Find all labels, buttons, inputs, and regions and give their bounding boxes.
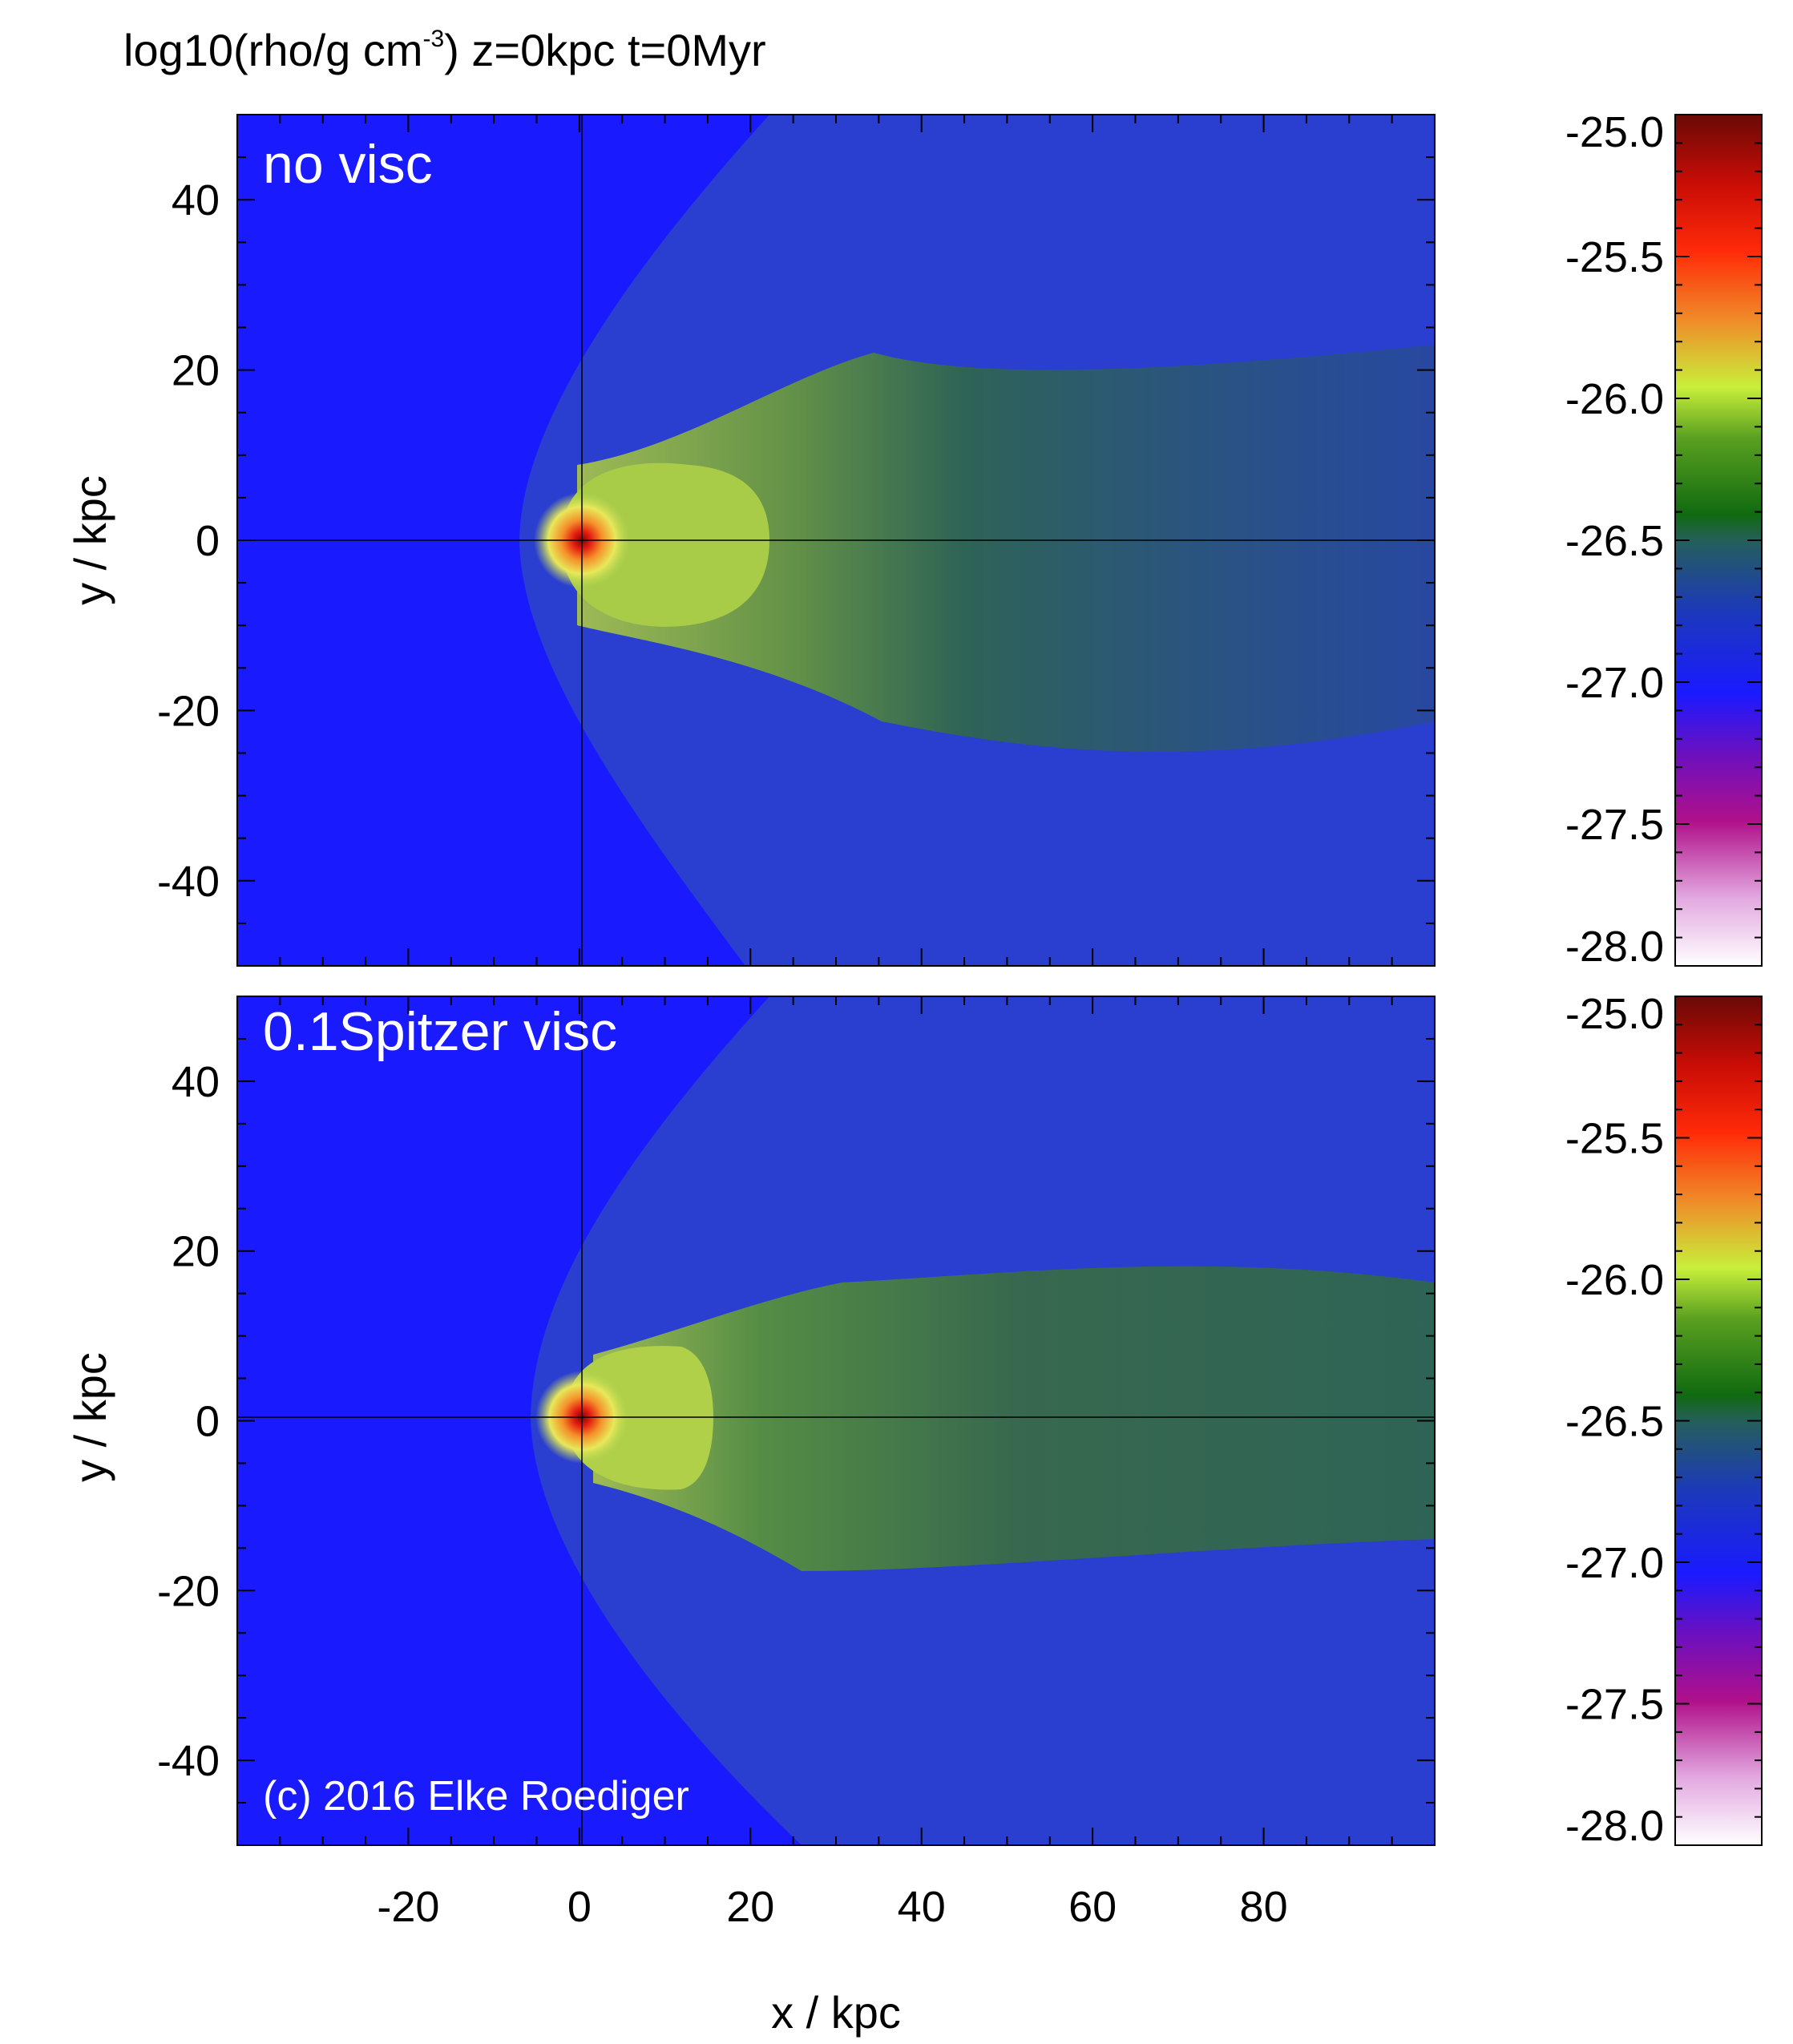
panel-bottom: 0.1Spitzer visc (c) 2016 Elke Roediger y… — [65, 996, 1436, 2038]
colorbar-tick-label: -26.0 — [1565, 1256, 1664, 1304]
colorbar-tick-label: -26.5 — [1565, 1398, 1664, 1446]
panel-top-xticks — [279, 115, 1393, 966]
ytick-label: -40 — [157, 1737, 220, 1785]
ytick-label: 0 — [196, 1398, 220, 1446]
colorbar-tick-label: -28.0 — [1565, 923, 1664, 971]
panel-top-yticks: 40 20 0 -20 -40 — [157, 156, 1435, 924]
colorbar-top: -25.0 -25.5 -26.0 -26.5 -27.0 -27.5 -28.0 — [1565, 108, 1763, 971]
xtick-label: 20 — [726, 1883, 774, 1931]
xtick-label: 0 — [567, 1883, 592, 1931]
colorbar-tick-label: -25.5 — [1565, 233, 1664, 281]
colorbar-tick-label: -25.5 — [1565, 1115, 1664, 1163]
colorbar-tick-label: -28.0 — [1565, 1802, 1664, 1850]
ytick-label: 0 — [196, 517, 220, 565]
xtick-label: -20 — [377, 1883, 439, 1931]
colorbar-tick-label: -27.5 — [1565, 801, 1664, 849]
ytick-label: -20 — [157, 687, 220, 735]
ytick-label: -20 — [157, 1567, 220, 1615]
panel-bottom-image — [237, 996, 1435, 1845]
panel-bottom-ylabel: y / kpc — [65, 1352, 115, 1482]
ytick-label: 20 — [172, 347, 220, 395]
colorbar-tick-label: -27.0 — [1565, 659, 1664, 707]
ytick-label: -40 — [157, 858, 220, 906]
panel-top: no visc y / kpc 40 20 0 -20 -40 — [65, 114, 1436, 967]
panel-top-label: no visc — [263, 134, 433, 195]
xtick-label: 60 — [1068, 1883, 1117, 1931]
figure-title: log10(rho/g cm-3) z=0kpc t=0Myr — [123, 25, 766, 75]
colorbar-top-ticks: -25.0 -25.5 -26.0 -26.5 -27.0 -27.5 -28.0 — [1565, 108, 1762, 971]
xtick-label: 40 — [898, 1883, 946, 1931]
panel-top-tail — [577, 345, 1435, 752]
panel-bottom-label: 0.1Spitzer visc — [263, 1001, 617, 1062]
xtick-label: 80 — [1240, 1883, 1288, 1931]
panel-top-ylabel: y / kpc — [65, 475, 115, 605]
colorbar-tick-label: -25.0 — [1565, 108, 1664, 156]
colorbar-tick-label: -25.0 — [1565, 990, 1664, 1038]
ytick-label: 20 — [172, 1228, 220, 1276]
panel-bottom-xticks: -20 0 20 40 60 80 — [279, 996, 1393, 1931]
panel-bottom-xlabel: x / kpc — [771, 1987, 901, 2038]
ytick-label: 40 — [172, 1058, 220, 1106]
colorbar-bottom: -25.0 -25.5 -26.0 -26.5 -27.0 -27.5 -28.0 — [1565, 990, 1763, 1850]
ytick-label: 40 — [172, 176, 220, 224]
colorbar-tick-label: -26.5 — [1565, 517, 1664, 565]
colorbar-bottom-ticks: -25.0 -25.5 -26.0 -26.5 -27.0 -27.5 -28.0 — [1565, 990, 1762, 1850]
panel-bottom-tail — [593, 1266, 1435, 1571]
colorbar-tick-label: -26.0 — [1565, 375, 1664, 423]
colorbar-tick-label: -27.5 — [1565, 1681, 1664, 1729]
panel-bottom-yticks: 40 20 0 -20 -40 — [157, 1037, 1435, 1804]
colorbar-tick-label: -27.0 — [1565, 1539, 1664, 1587]
credit-text: (c) 2016 Elke Roediger — [263, 1773, 689, 1820]
